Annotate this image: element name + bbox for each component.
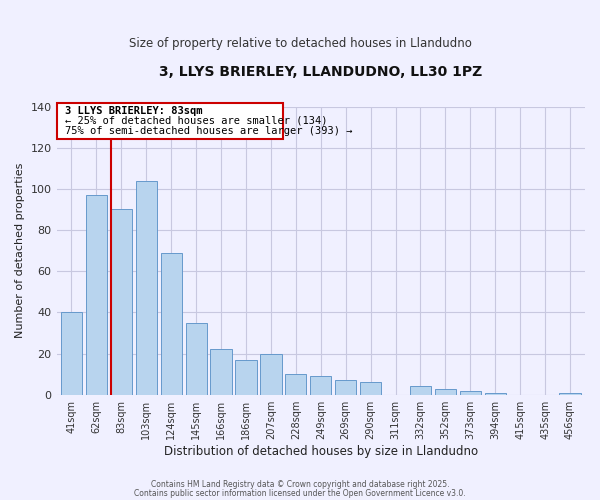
Bar xyxy=(335,380,356,394)
Bar xyxy=(185,322,207,394)
FancyBboxPatch shape xyxy=(57,104,283,140)
Y-axis label: Number of detached properties: Number of detached properties xyxy=(15,163,25,338)
Bar xyxy=(211,350,232,395)
Bar xyxy=(161,252,182,394)
Text: 3 LLYS BRIERLEY: 83sqm: 3 LLYS BRIERLEY: 83sqm xyxy=(65,106,202,116)
Bar xyxy=(485,392,506,394)
Text: ← 25% of detached houses are smaller (134): ← 25% of detached houses are smaller (13… xyxy=(65,116,327,126)
Bar xyxy=(310,376,331,394)
Bar xyxy=(360,382,381,394)
Bar xyxy=(460,390,481,394)
Bar xyxy=(235,360,257,394)
Bar xyxy=(111,210,132,394)
Text: Size of property relative to detached houses in Llandudno: Size of property relative to detached ho… xyxy=(128,38,472,51)
Text: Contains HM Land Registry data © Crown copyright and database right 2025.: Contains HM Land Registry data © Crown c… xyxy=(151,480,449,489)
X-axis label: Distribution of detached houses by size in Llandudno: Distribution of detached houses by size … xyxy=(164,444,478,458)
Title: 3, LLYS BRIERLEY, LLANDUDNO, LL30 1PZ: 3, LLYS BRIERLEY, LLANDUDNO, LL30 1PZ xyxy=(159,65,482,79)
Bar xyxy=(285,374,307,394)
Bar xyxy=(435,388,456,394)
Bar xyxy=(559,392,581,394)
Text: 75% of semi-detached houses are larger (393) →: 75% of semi-detached houses are larger (… xyxy=(65,126,352,136)
Bar xyxy=(260,354,281,395)
Text: Contains public sector information licensed under the Open Government Licence v3: Contains public sector information licen… xyxy=(134,490,466,498)
Bar xyxy=(136,180,157,394)
Bar xyxy=(410,386,431,394)
Bar xyxy=(61,312,82,394)
Bar xyxy=(86,195,107,394)
